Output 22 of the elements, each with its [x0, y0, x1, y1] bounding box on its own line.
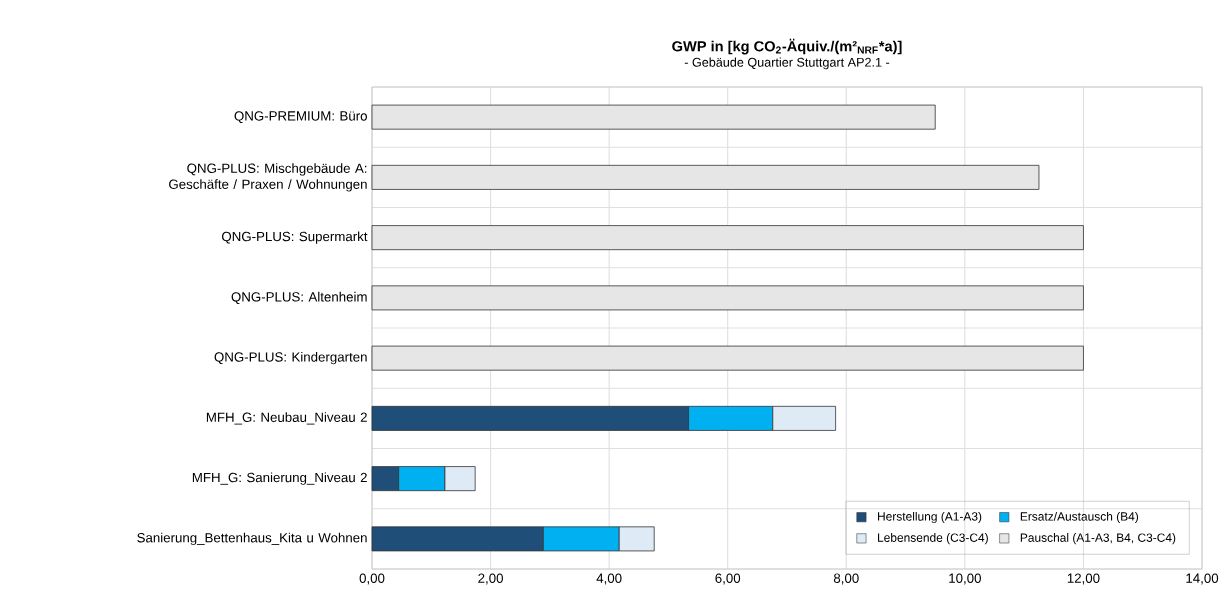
chart-subtitle: - Gebäude Quartier Stuttgart AP2.1 - [684, 57, 890, 70]
x-tick-label: 8,00 [833, 573, 859, 585]
y-tick-label: Sanierung_Bettenhaus_Kita u Wohnen [137, 532, 367, 546]
y-tick-label: QNG-PLUS: Mischgebäude A: Geschäfte / Praxen / Wohnungen [169, 163, 367, 192]
x-tick-label: 12,00 [1067, 573, 1100, 585]
y-tick-label: QNG-PLUS: Supermarkt [221, 231, 368, 244]
x-tick-label: 0,00 [359, 573, 385, 585]
legend-label: Herstellung (A1-A3) [878, 511, 982, 524]
x-tick-label: 4,00 [596, 573, 622, 585]
y-tick-label: QNG-PLUS: Kindergarten [214, 351, 367, 365]
chart-title: GWP in [kg CO$_{2}$-Äquiv./(m²$_{NRF}$*a)] [672, 38, 902, 55]
y-tick-label: MFH_G: Sanierung_Niveau 2 [192, 472, 367, 485]
legend-label: Pauschal (A1-A3, B4, C3-C4) [1020, 533, 1176, 545]
y-tick-label: MFH_G: Neubau_Niveau 2 [206, 412, 367, 425]
x-tick-label: 10,00 [949, 573, 981, 585]
x-tick-label: 2,00 [478, 573, 503, 585]
y-tick-label: QNG-PREMIUM: Büro [234, 111, 367, 124]
x-tick-label: 14,00 [1186, 573, 1219, 585]
x-tick-label: 6,00 [715, 573, 741, 585]
y-tick-label: QNG-PLUS: Altenheim [231, 291, 367, 304]
legend-label: Ersatz/Austausch (B4) [1020, 511, 1139, 524]
legend-label: Lebensende (C3-C4) [878, 533, 988, 545]
